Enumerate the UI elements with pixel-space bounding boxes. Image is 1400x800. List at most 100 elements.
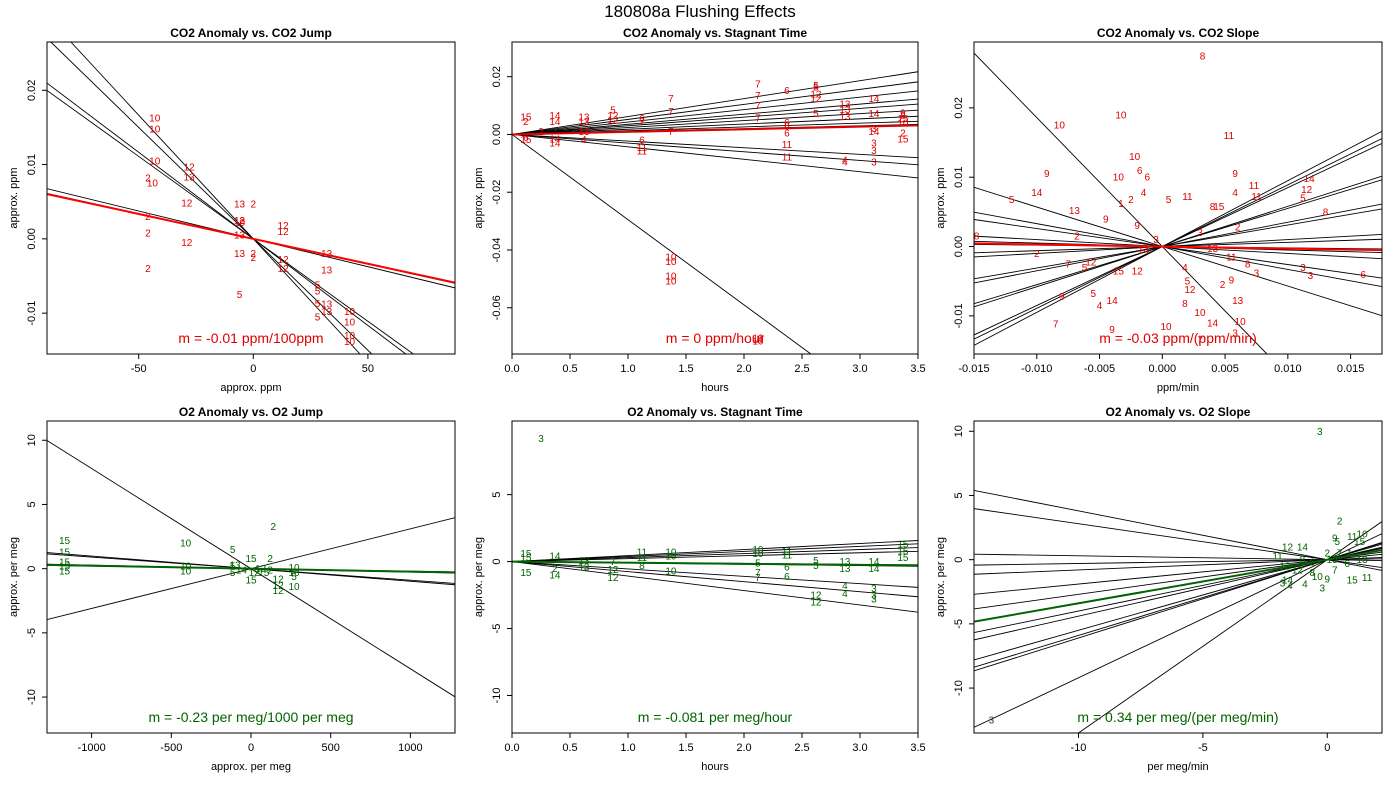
y-tick-label: -0.01 [953,303,965,328]
data-point-label: 12 [607,116,619,127]
data-point-label: 10 [1129,152,1141,163]
x-tick-label: 0.005 [1211,363,1239,375]
data-point-label: 12 [1184,285,1196,296]
profile-fit-line [974,553,1382,595]
x-tick-label: 0.5 [562,742,577,754]
data-point-label: 14 [549,552,561,563]
y-tick-label: -0.01 [26,301,38,326]
data-point-label: 6 [1344,559,1350,570]
data-point-label: 14 [1207,318,1219,329]
chart-panel-4: O2 Anomaly vs. O2 Jump151515151510101052… [8,405,456,773]
data-point-label: 2 [267,554,273,565]
data-point-label: 9 [1134,221,1140,232]
data-point-label: 5 [1185,277,1191,288]
data-point-label: 14 [236,565,248,576]
y-tick-label: 0 [26,566,38,572]
data-point-label: 10 [344,331,356,342]
slope-annotation: m = 0 ppm/hour [666,330,765,346]
data-point-label: 9 [1059,292,1065,303]
data-point-label: 8 [974,232,980,243]
y-axis-label: approx. per meg [8,537,20,617]
panel-title: O2 Anomaly vs. O2 Slope [1106,405,1251,419]
data-point-label: 15 [1327,555,1339,566]
data-point-label: 10 [665,257,677,268]
x-tick-label: 3.0 [852,742,867,754]
data-point-label: 12 [181,199,193,210]
data-point-label: 12 [1301,185,1313,196]
x-tick-label: -500 [160,742,182,754]
x-tick-label: 1.5 [678,742,693,754]
data-point-label: 15 [59,558,71,569]
data-point-label: 13 [839,105,851,116]
x-tick-label: 0.0 [504,742,519,754]
panel-title: CO2 Anomaly vs. CO2 Slope [1097,26,1260,40]
data-point-label: 7 [1065,259,1071,270]
y-tick-label: 0.01 [26,154,38,175]
data-point-label: 3 [871,157,877,168]
data-point-label: 11 [782,152,793,163]
y-tick-label: -10 [26,689,38,705]
data-point-label: 3 [1232,329,1238,340]
profile-fit-line [70,42,361,354]
data-point-label: 2 [251,253,257,264]
overall-fit-line [47,563,455,574]
data-point-label: 15 [245,576,257,587]
data-point-label: 15 [897,114,909,125]
data-point-label: 9 [1232,169,1238,180]
overall-fit-line [974,242,1382,252]
data-point-label: 8 [1200,51,1206,62]
x-tick-label: 3.5 [910,363,925,375]
data-point-label: 15 [1213,202,1225,213]
data-point-label: 12 [810,591,822,602]
x-axis-label: hours [701,761,729,773]
data-point-label: 6 [784,118,790,129]
data-point-label: 11 [782,140,793,151]
data-point-label: 4 [842,157,848,168]
figure-title: 180808a Flushing Effects [604,2,796,21]
profile-fit-line [512,134,812,354]
data-point-label: 5 [1166,195,1172,206]
y-axis: -10 -5 0 5 approx. per meg [473,492,512,703]
data-point-label: 5 [1334,537,1340,548]
data-point-label: 13 [578,117,590,128]
data-point-label: 11 [1249,181,1260,192]
x-tick-label: 0.5 [562,363,577,375]
x-axis: -1000 -500 0 500 1000 approx. per meg [78,733,423,773]
data-point-label: 11 [1347,532,1358,543]
data-point-label: 7 [755,91,761,102]
profile-fit-line [512,103,918,135]
data-point-label: 5 [291,572,297,583]
data-point-label: 7 [755,101,761,112]
data-point-label: 10 [665,277,677,288]
data-point-label: 4 [1182,263,1188,274]
x-tick-label: 2.0 [736,742,751,754]
regression-lines [974,489,1382,733]
data-point-label: 4 [842,581,848,592]
data-point-label: 3 [1280,578,1286,589]
y-tick-label: -5 [491,624,503,634]
data-point-label: 15 [897,540,909,551]
panel-title: CO2 Anomaly vs. CO2 Jump [170,26,332,40]
data-point-label: 11 [637,548,648,559]
profile-fit-line [512,540,918,563]
data-point-label: 2 [251,199,257,210]
data-point-label: 12 [181,238,193,249]
y-tick-label: 0.02 [26,80,38,101]
data-point-label: 2 [1235,223,1241,234]
data-point-label: 15 [59,562,71,573]
data-point-label: 5 [230,545,236,556]
data-point-label: 11 [1272,551,1283,562]
y-axis-label: approx. per meg [935,537,947,617]
data-point-label: 7 [755,568,761,579]
data-point-label: 4 [1141,188,1147,199]
data-point-label: 5 [813,82,819,93]
data-point-label: 8 [1182,299,1188,310]
data-point-label: 11 [782,546,793,557]
data-point-label: 12 [278,264,290,275]
x-tick-label: -1000 [78,742,106,754]
data-point-label: 2 [1337,517,1343,528]
data-point-label: 2 [1220,280,1226,291]
x-tick-label: 3.0 [852,363,867,375]
